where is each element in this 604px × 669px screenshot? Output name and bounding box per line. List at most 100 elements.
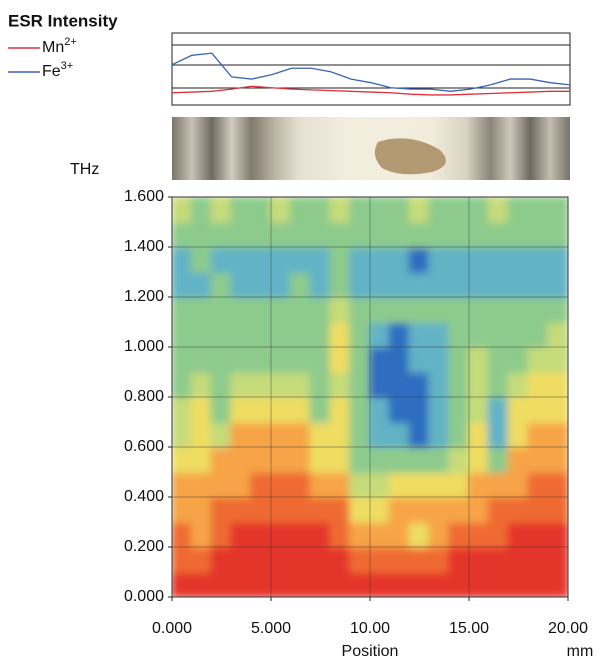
heat-cell	[448, 521, 470, 548]
heat-cell	[230, 197, 253, 223]
heat-cell	[230, 246, 253, 273]
heat-cell	[388, 371, 411, 398]
heat-cell	[388, 421, 411, 448]
heat-cell	[507, 546, 530, 573]
heat-cell	[547, 271, 568, 298]
heat-cell	[230, 521, 253, 548]
heat-cell	[349, 271, 371, 298]
heat-cell	[250, 321, 272, 348]
x-axis-unit: mm	[567, 643, 594, 660]
heat-cell	[369, 396, 391, 423]
esr-title: ESR Intensity	[8, 11, 118, 30]
heat-cell	[270, 396, 292, 423]
heat-cell	[210, 521, 233, 548]
heat-cell	[448, 221, 470, 248]
heat-cell	[190, 571, 213, 597]
heat-cell	[507, 571, 530, 597]
x-tick-label: 20.00	[548, 620, 588, 637]
heat-cell	[507, 396, 530, 423]
heat-cell	[289, 471, 312, 498]
heat-cell	[230, 371, 253, 398]
heat-cell	[547, 221, 568, 248]
heat-cell	[250, 571, 272, 597]
heat-cell	[369, 371, 391, 398]
heat-cell	[448, 197, 470, 223]
heat-cell	[210, 271, 233, 298]
heat-cell	[250, 346, 272, 373]
heat-cell	[329, 371, 352, 398]
heat-cell	[468, 246, 490, 273]
heat-cell	[309, 571, 332, 597]
heat-cell	[547, 371, 568, 398]
heat-cell	[408, 321, 431, 348]
y-tick-label: 1.000	[124, 338, 164, 355]
heat-cell	[468, 221, 490, 248]
heat-cell	[369, 346, 391, 373]
heat-cell	[507, 246, 530, 273]
heat-cell	[349, 246, 371, 273]
heat-cell	[388, 321, 411, 348]
heatmap-cells	[172, 197, 568, 597]
heat-cell	[329, 221, 352, 248]
heat-cell	[388, 471, 411, 498]
heat-cell	[487, 446, 510, 473]
heat-cell	[547, 571, 568, 597]
heat-cell	[289, 446, 312, 473]
heat-cell	[487, 521, 510, 548]
y-tick-label: 0.200	[124, 538, 164, 555]
heat-cell	[289, 371, 312, 398]
heat-cell	[428, 321, 451, 348]
heat-cell	[230, 421, 253, 448]
heat-cell	[230, 396, 253, 423]
heat-cell	[309, 446, 332, 473]
x-tick-label: 5.000	[251, 620, 291, 637]
heat-cell	[448, 446, 470, 473]
heat-cell	[289, 246, 312, 273]
heat-cell	[408, 521, 431, 548]
heat-cell	[487, 396, 510, 423]
heat-cell	[527, 346, 550, 373]
heat-cell	[527, 421, 550, 448]
heat-cell	[428, 421, 451, 448]
heat-cell	[190, 371, 213, 398]
heat-cell	[448, 296, 470, 323]
heat-cell	[289, 521, 312, 548]
heat-cell	[408, 571, 431, 597]
legend-label: Fe3+	[42, 60, 73, 80]
heat-cell	[270, 471, 292, 498]
heat-cell	[408, 296, 431, 323]
y-tick-label: 1.200	[124, 288, 164, 305]
heat-cell	[448, 571, 470, 597]
heat-cell	[309, 321, 332, 348]
heat-cell	[369, 571, 391, 597]
heat-cell	[527, 521, 550, 548]
heat-cell	[428, 246, 451, 273]
heat-cell	[349, 471, 371, 498]
heat-cell	[250, 246, 272, 273]
heat-cell	[369, 271, 391, 298]
heat-cell	[487, 496, 510, 523]
heat-cell	[329, 446, 352, 473]
heat-cell	[527, 246, 550, 273]
heat-cell	[369, 521, 391, 548]
heat-cell	[487, 197, 510, 223]
heat-cell	[172, 471, 193, 498]
heat-cell	[448, 396, 470, 423]
heat-cell	[210, 321, 233, 348]
heat-cell	[547, 471, 568, 498]
heat-cell	[230, 571, 253, 597]
y-tick-label: 0.800	[124, 388, 164, 405]
heat-cell	[487, 296, 510, 323]
sample-photo	[172, 117, 570, 180]
heat-cell	[329, 421, 352, 448]
heat-cell	[190, 471, 213, 498]
heat-cell	[487, 246, 510, 273]
sample-core	[374, 138, 446, 175]
heat-cell	[507, 521, 530, 548]
heat-cell	[448, 546, 470, 573]
heat-cell	[388, 197, 411, 223]
heat-cell	[468, 571, 490, 597]
heat-cell	[250, 521, 272, 548]
heat-cell	[448, 471, 470, 498]
